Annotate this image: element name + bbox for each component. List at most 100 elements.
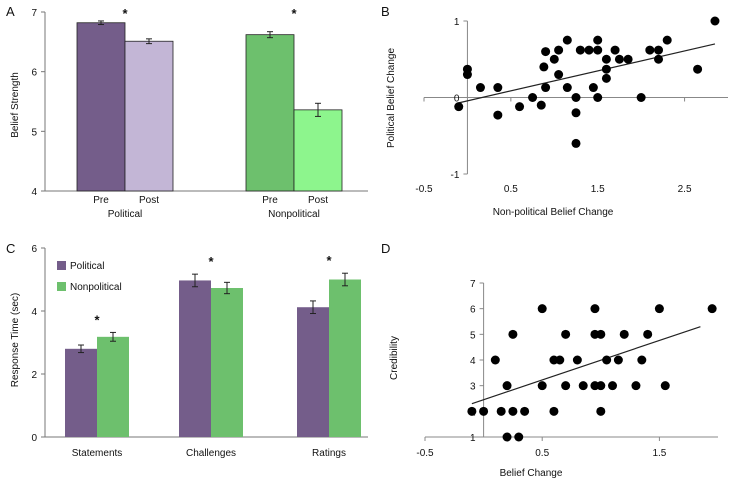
panel-c-bar xyxy=(211,288,243,437)
legend-nonpolitical-swatch xyxy=(57,282,66,291)
panel-d-point xyxy=(490,355,500,365)
panel-b-point xyxy=(493,83,503,93)
panel-d-ylabel: Credibility xyxy=(389,336,400,380)
panel-d-ytick-label: 3 xyxy=(470,382,476,393)
panel-d-point xyxy=(537,304,547,314)
panel-c-bar xyxy=(329,279,361,437)
panel-b-point xyxy=(562,35,572,45)
panel-b-point xyxy=(515,102,525,112)
panel-d-point xyxy=(619,329,629,339)
panel-b-ytick-label: -1 xyxy=(451,170,460,181)
panel-b-point xyxy=(662,35,672,45)
legend-political-swatch xyxy=(57,261,66,270)
panel-d-point xyxy=(520,406,530,416)
panel-b-point xyxy=(571,138,581,148)
panel-d-xlabel: Belief Change xyxy=(500,468,563,479)
panel-c-ytick-label: 0 xyxy=(31,433,37,444)
panel-b-point xyxy=(601,73,611,83)
panel-d-point xyxy=(578,381,588,391)
panel-c-category-label: Ratings xyxy=(312,448,346,459)
panel-a-bar-label: Post xyxy=(308,195,328,206)
panel-d-point xyxy=(643,329,653,339)
panel-b-point xyxy=(710,16,720,26)
panel-b-ytick-label: 1 xyxy=(454,17,460,28)
legend-nonpolitical-label: Nonpolitical xyxy=(70,282,122,293)
panel-a-group-label: Nonpolitical xyxy=(268,209,320,220)
panel-d-point xyxy=(596,381,606,391)
panel-c-bar xyxy=(179,280,211,437)
panel-b-point xyxy=(636,93,646,102)
panel-d-xtick-label: 0.5 xyxy=(535,448,549,459)
panel-b-point xyxy=(571,108,581,118)
panel-b-point xyxy=(554,70,564,80)
panel-d-point xyxy=(572,355,582,365)
panel-b-point xyxy=(601,64,611,74)
panel-d-point xyxy=(613,355,623,365)
panel-d-point xyxy=(549,406,559,416)
panel-d-point xyxy=(555,355,565,365)
panel-a-significance: * xyxy=(122,6,128,21)
panel-a-bar xyxy=(245,34,295,192)
panel-d-point xyxy=(467,406,477,416)
panel-c-bar xyxy=(297,307,329,437)
panel-b-point xyxy=(454,102,464,112)
panel-a-ylabel: Belief Strength xyxy=(10,72,21,138)
panel-b-point xyxy=(575,45,585,55)
panel-d-point xyxy=(502,381,512,391)
panel-d-ytick-label: 7 xyxy=(470,279,476,290)
panel-c-category-label: Challenges xyxy=(186,448,236,459)
panel-b-point xyxy=(593,93,603,102)
panel-b-xtick-label: 1.5 xyxy=(591,184,605,195)
panel-d-ytick-label: 1 xyxy=(470,433,476,444)
panel-b-point xyxy=(593,35,603,45)
panel-c-ytick-label: 2 xyxy=(31,370,37,381)
chart-marks: 4 5 6 7 Pre Post Political * Pre Post Nonpolitical… xyxy=(31,6,728,459)
panel-b-point xyxy=(475,83,485,93)
panel-a-bar xyxy=(124,40,174,192)
panel-d-point xyxy=(496,406,506,416)
panel-a-ytick-label: 7 xyxy=(31,8,37,19)
panel-b-point xyxy=(562,83,572,93)
panel-b-xtick-label: 0.5 xyxy=(504,184,518,195)
panel-b-point xyxy=(584,45,594,55)
panel-b-point xyxy=(614,54,624,64)
panel-b-point xyxy=(541,47,551,57)
panel-b-point xyxy=(462,70,472,80)
panel-d-point xyxy=(514,432,524,442)
panel-b-point xyxy=(623,54,633,64)
panel-b-point xyxy=(493,110,503,120)
panel-d-point xyxy=(707,304,717,314)
panel-b-xlabel: Non-political Belief Change xyxy=(493,207,614,218)
panel-c-category-label: Statements xyxy=(72,448,123,459)
panel-b-point xyxy=(539,62,549,72)
panel-d-point xyxy=(660,381,670,391)
panel-b-point xyxy=(645,45,655,55)
panel-b-point xyxy=(541,83,551,93)
panel-b-xtick-label: 2.5 xyxy=(678,184,692,195)
panel-d-point xyxy=(608,381,618,391)
panel-b-ylabel: Political Belief Change xyxy=(386,48,397,148)
panel-d-trendline xyxy=(471,326,701,405)
panel-c-significance: * xyxy=(94,312,100,327)
panel-c-significance: * xyxy=(326,253,332,268)
panel-d-point xyxy=(561,329,571,339)
panel-a-letter: A xyxy=(6,4,15,19)
panel-b-trendline xyxy=(458,43,716,104)
panel-b-point xyxy=(593,45,603,55)
panel-d-point xyxy=(502,432,512,442)
panel-a-bar-label: Post xyxy=(139,195,159,206)
panel-c-ytick-label: 4 xyxy=(31,307,37,318)
panel-a-group-label: Political xyxy=(108,209,142,220)
panel-d-ytick-label: 4 xyxy=(470,356,476,367)
panel-d-letter: D xyxy=(381,241,390,256)
panel-d-xtick-label: -0.5 xyxy=(416,448,434,459)
panel-a-ytick-label: 4 xyxy=(31,187,37,198)
panel-c-letter: C xyxy=(6,241,15,256)
panel-d-point xyxy=(590,304,600,314)
panel-b-point xyxy=(528,93,538,102)
panel-a-bar xyxy=(76,22,126,192)
panel-b-point xyxy=(601,54,611,64)
panel-c-ylabel: Response Time (sec) xyxy=(10,293,21,387)
panel-d-point xyxy=(508,329,518,339)
